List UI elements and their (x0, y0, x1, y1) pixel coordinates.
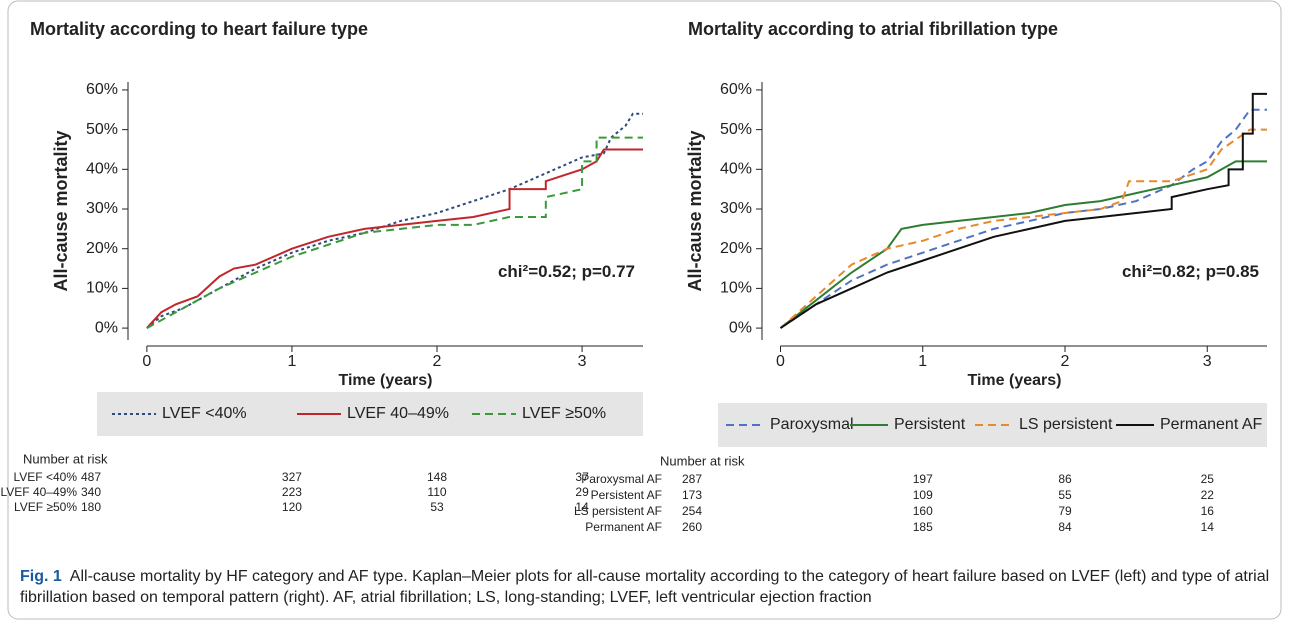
x-tick-label: 0 (776, 353, 785, 370)
y-tick-label: 10% (86, 280, 118, 297)
risk-count: 254 (682, 504, 702, 518)
x-tick-label: 3 (1203, 353, 1212, 370)
km-curve (779, 92, 1267, 329)
risk-row-label: LS persistent AF (574, 504, 662, 518)
y-tick-label: 50% (86, 121, 118, 138)
x-tick-label: 2 (1061, 353, 1070, 370)
y-tick-label: 60% (720, 81, 752, 98)
risk-count: 180 (81, 500, 101, 514)
y-tick-label: 50% (720, 121, 752, 138)
risk-count: 79 (1058, 504, 1072, 518)
legend-label: Persistent (894, 416, 966, 433)
legend-label: Permanent AF (1160, 416, 1263, 433)
risk-count: 287 (682, 472, 702, 486)
risk-count: 37 (575, 470, 589, 484)
y-tick-label: 60% (86, 81, 118, 98)
chart-title: Mortality according to heart failure typ… (30, 19, 368, 39)
risk-row-label: LVEF ≥50% (14, 500, 77, 514)
x-axis-label: Time (years) (339, 372, 433, 389)
legend-label: LS persistent (1019, 416, 1113, 433)
x-tick-label: 1 (918, 353, 927, 370)
y-tick-label: 20% (86, 240, 118, 257)
risk-row-label: Paroxysmal AF (581, 472, 662, 486)
risk-count: 120 (282, 500, 302, 514)
y-tick-label: 0% (95, 319, 118, 336)
caption: Fig. 1 All-cause mortality by HF category… (20, 566, 1270, 608)
x-tick-label: 0 (142, 353, 151, 370)
risk-count: 55 (1058, 488, 1072, 502)
x-tick-label: 3 (578, 353, 587, 370)
risk-table-title: Number at risk (23, 451, 108, 466)
risk-count: 110 (427, 485, 446, 499)
risk-count: 197 (913, 472, 933, 486)
risk-count: 487 (81, 470, 101, 484)
risk-count: 148 (427, 470, 447, 484)
km-curve (146, 136, 643, 329)
y-tick-label: 0% (729, 319, 752, 336)
km-curve (779, 128, 1267, 329)
y-tick-label: 20% (720, 240, 752, 257)
risk-count: 14 (1201, 520, 1215, 534)
risk-count: 260 (682, 520, 702, 534)
y-tick-label: 40% (720, 161, 752, 178)
frame (7, 0, 1282, 620)
x-axis-label: Time (years) (968, 372, 1062, 389)
annotation: chi²=0.52; p=0.77 (498, 262, 635, 281)
risk-count: 84 (1058, 520, 1072, 534)
km-curve (779, 160, 1267, 329)
risk-count: 86 (1058, 472, 1072, 486)
risk-table-title: Number at risk (660, 453, 745, 468)
legend-label: LVEF <40% (162, 405, 247, 422)
legend-label: LVEF 40–49% (347, 405, 449, 422)
risk-count: 223 (282, 485, 302, 499)
risk-row-label: LVEF <40% (14, 470, 78, 484)
y-tick-label: 30% (86, 200, 118, 217)
annotation: chi²=0.82; p=0.85 (1122, 262, 1259, 281)
km-curve (146, 148, 643, 329)
km-curve (779, 108, 1267, 329)
risk-count: 53 (430, 500, 444, 514)
risk-count: 160 (913, 504, 933, 518)
y-tick-label: 10% (720, 280, 752, 297)
caption-text: All-cause mortality by HF category and A… (20, 568, 1270, 606)
legend-label: Paroxysmal (770, 416, 854, 433)
y-tick-label: 30% (720, 200, 752, 217)
risk-count: 109 (913, 488, 933, 502)
risk-row-label: Persistent AF (591, 488, 662, 502)
risk-count: 340 (81, 485, 101, 499)
risk-count: 25 (1201, 472, 1215, 486)
x-tick-label: 2 (433, 353, 442, 370)
risk-count: 185 (913, 520, 933, 534)
y-axis-label: All-cause mortality (51, 130, 71, 291)
y-tick-label: 40% (86, 161, 118, 178)
y-axis-label: All-cause mortality (685, 130, 705, 291)
risk-count: 29 (575, 485, 589, 499)
risk-count: 327 (282, 470, 302, 484)
risk-count: 22 (1201, 488, 1215, 502)
caption-label: Fig. 1 (20, 568, 62, 585)
legend-box (97, 392, 643, 436)
km-curve (146, 112, 643, 329)
risk-count: 14 (575, 500, 589, 514)
risk-row-label: LVEF 40–49% (1, 485, 78, 499)
risk-row-label: Permanent AF (585, 520, 662, 534)
chart-title: Mortality according to atrial fibrillati… (688, 19, 1058, 39)
risk-count: 16 (1201, 504, 1215, 518)
x-tick-label: 1 (287, 353, 296, 370)
risk-count: 173 (682, 488, 702, 502)
legend-label: LVEF ≥50% (522, 405, 606, 422)
